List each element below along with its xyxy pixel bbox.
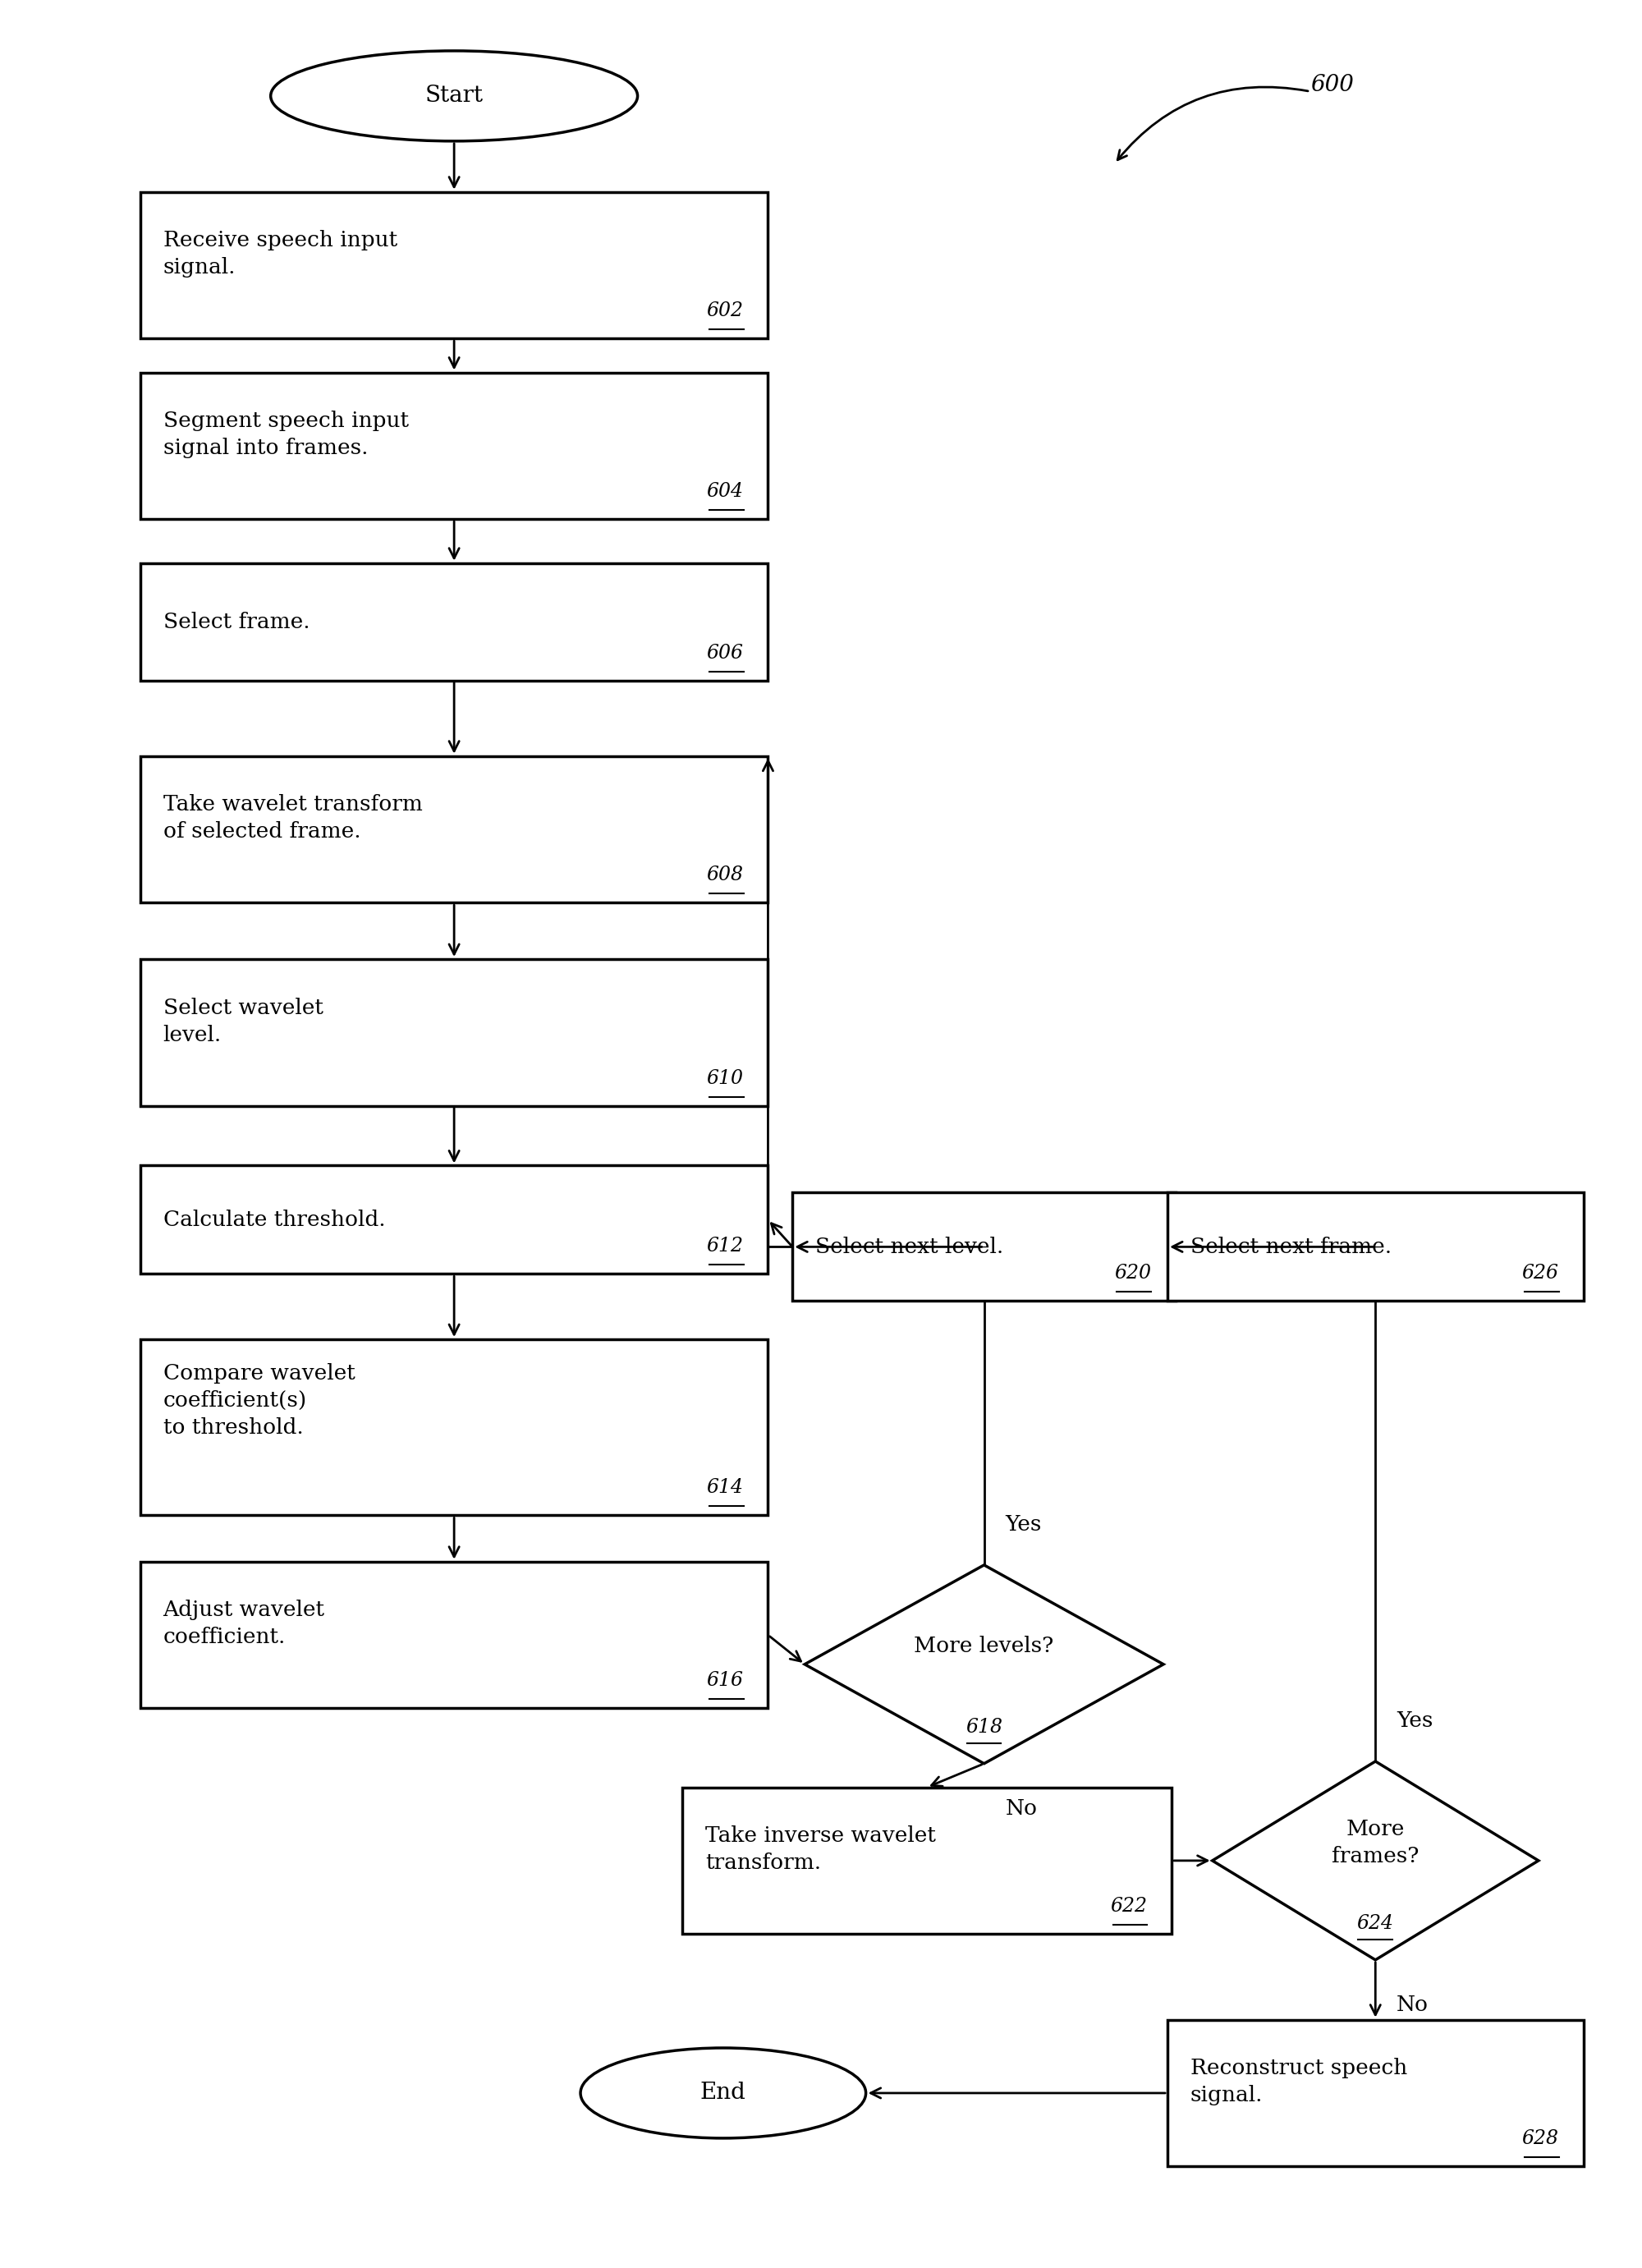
FancyBboxPatch shape xyxy=(140,193,768,338)
Text: 616: 616 xyxy=(706,1672,744,1690)
Polygon shape xyxy=(1212,1762,1539,1960)
FancyBboxPatch shape xyxy=(793,1193,1176,1302)
Text: Yes: Yes xyxy=(1397,1710,1433,1730)
Ellipse shape xyxy=(581,2048,865,2139)
FancyBboxPatch shape xyxy=(140,372,768,519)
Text: 604: 604 xyxy=(706,483,744,501)
Text: Take wavelet transform
of selected frame.: Take wavelet transform of selected frame… xyxy=(163,794,422,841)
Text: 610: 610 xyxy=(706,1068,744,1089)
FancyBboxPatch shape xyxy=(140,562,768,680)
Text: 602: 602 xyxy=(706,302,744,320)
FancyBboxPatch shape xyxy=(140,755,768,903)
Text: Compare wavelet
coefficient(s)
to threshold.: Compare wavelet coefficient(s) to thresh… xyxy=(163,1363,355,1438)
Text: 618: 618 xyxy=(965,1717,1003,1737)
Text: 608: 608 xyxy=(706,866,744,885)
Ellipse shape xyxy=(271,50,637,141)
Text: No: No xyxy=(1005,1799,1038,1819)
Text: Select next level.: Select next level. xyxy=(816,1236,1003,1256)
Text: 620: 620 xyxy=(1115,1263,1151,1284)
Text: 614: 614 xyxy=(706,1479,744,1497)
Text: No: No xyxy=(1397,1996,1429,2016)
Text: Segment speech input
signal into frames.: Segment speech input signal into frames. xyxy=(163,411,409,458)
FancyBboxPatch shape xyxy=(683,1787,1172,1935)
FancyBboxPatch shape xyxy=(140,1563,768,1708)
Text: 600: 600 xyxy=(1310,73,1353,95)
FancyBboxPatch shape xyxy=(140,959,768,1107)
Text: Select frame.: Select frame. xyxy=(163,612,310,633)
Text: Receive speech input
signal.: Receive speech input signal. xyxy=(163,229,397,277)
Text: Take inverse wavelet
transform.: Take inverse wavelet transform. xyxy=(704,1826,936,1873)
Text: Adjust wavelet
coefficient.: Adjust wavelet coefficient. xyxy=(163,1599,325,1647)
FancyBboxPatch shape xyxy=(140,1340,768,1515)
Text: 624: 624 xyxy=(1356,1914,1394,1932)
Text: 622: 622 xyxy=(1110,1896,1148,1916)
Text: 626: 626 xyxy=(1522,1263,1558,1284)
Text: Start: Start xyxy=(425,84,483,107)
Text: More
frames?: More frames? xyxy=(1332,1819,1419,1867)
Text: Select wavelet
level.: Select wavelet level. xyxy=(163,998,323,1046)
Text: Yes: Yes xyxy=(1005,1515,1041,1535)
Text: More levels?: More levels? xyxy=(915,1635,1054,1656)
FancyBboxPatch shape xyxy=(1167,2021,1583,2166)
Polygon shape xyxy=(805,1565,1164,1765)
FancyBboxPatch shape xyxy=(1167,1193,1583,1302)
Text: 606: 606 xyxy=(706,644,744,662)
Text: Calculate threshold.: Calculate threshold. xyxy=(163,1209,386,1229)
Text: Select next frame.: Select next frame. xyxy=(1190,1236,1391,1256)
Text: End: End xyxy=(699,2082,745,2105)
Text: 612: 612 xyxy=(706,1236,744,1256)
Text: 628: 628 xyxy=(1522,2130,1558,2148)
Text: Reconstruct speech
signal.: Reconstruct speech signal. xyxy=(1190,2057,1407,2105)
FancyBboxPatch shape xyxy=(140,1166,768,1275)
